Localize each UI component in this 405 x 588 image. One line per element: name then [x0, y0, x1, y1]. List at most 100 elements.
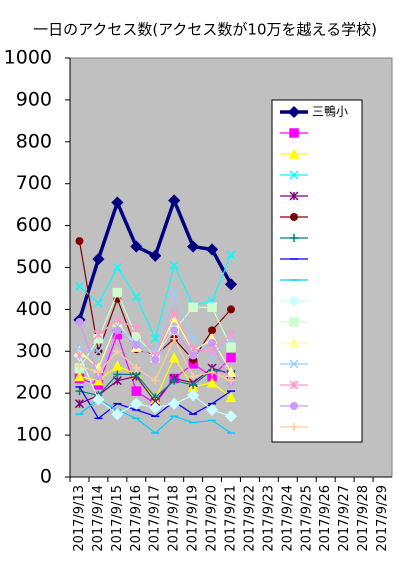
- marker: [224, 278, 238, 291]
- marker: [227, 376, 235, 385]
- marker: [112, 287, 123, 298]
- x-tick-label: 2017/9/29: [375, 485, 390, 552]
- marker: [187, 240, 200, 253]
- marker: [94, 368, 103, 377]
- marker: [113, 370, 122, 379]
- marker: [170, 326, 179, 335]
- marker: [111, 408, 124, 421]
- marker: [207, 302, 217, 313]
- marker: [289, 317, 299, 327]
- x-tick-label: 2017/9/16: [129, 485, 144, 552]
- y-tick-label: 0: [40, 466, 52, 488]
- marker: [227, 305, 235, 314]
- marker: [151, 393, 160, 402]
- marker: [187, 389, 200, 402]
- marker: [130, 240, 143, 253]
- y-tick-label: 300: [16, 340, 52, 362]
- x-tick-label: 2017/9/13: [72, 485, 87, 552]
- marker: [290, 234, 298, 242]
- x-tick-label: 2017/9/25: [299, 485, 314, 552]
- marker: [149, 249, 162, 262]
- x-tick-label: 2017/9/28: [356, 485, 371, 552]
- y-tick-label: 800: [16, 130, 52, 152]
- marker: [131, 331, 142, 342]
- marker: [207, 350, 217, 361]
- y-tick-label: 400: [16, 298, 52, 320]
- x-tick-label: 2017/9/21: [224, 485, 239, 552]
- legend-box: [271, 99, 363, 443]
- marker: [93, 298, 103, 308]
- marker: [288, 337, 300, 348]
- marker: [289, 128, 299, 138]
- marker: [93, 346, 103, 356]
- y-tick-label: 500: [16, 256, 52, 278]
- marker: [289, 191, 299, 201]
- marker: [287, 105, 301, 119]
- marker: [74, 350, 85, 361]
- legend-label: 三鴨小: [312, 105, 348, 119]
- marker: [92, 393, 105, 406]
- marker: [289, 380, 299, 390]
- marker: [226, 250, 236, 260]
- marker: [189, 372, 198, 381]
- x-tick-label: 2017/9/23: [261, 485, 276, 552]
- x-tick-label: 2017/9/26: [318, 485, 333, 552]
- marker: [74, 281, 85, 291]
- y-tick-label: 1000: [4, 47, 52, 69]
- marker: [290, 423, 298, 431]
- marker: [151, 355, 160, 364]
- marker: [289, 359, 299, 369]
- marker: [188, 334, 198, 344]
- marker: [131, 386, 142, 396]
- marker: [290, 213, 298, 221]
- y-tick-label: 100: [16, 424, 52, 446]
- marker: [132, 364, 141, 373]
- marker: [226, 334, 236, 344]
- marker: [224, 410, 238, 423]
- marker: [205, 243, 219, 256]
- x-tick-label: 2017/9/15: [110, 485, 125, 552]
- chart-title: 一日のアクセス数(アクセス数が10万を越える学校): [33, 21, 377, 39]
- marker: [111, 196, 124, 209]
- marker: [74, 370, 85, 382]
- marker: [75, 317, 84, 326]
- marker: [226, 342, 236, 352]
- marker: [287, 294, 301, 308]
- marker: [170, 376, 179, 385]
- x-tick-label: 2017/9/20: [205, 485, 220, 552]
- marker: [188, 302, 198, 313]
- x-tick-label: 2017/9/18: [167, 485, 182, 552]
- marker: [131, 323, 141, 333]
- x-tick-label: 2017/9/14: [91, 485, 106, 552]
- marker: [74, 399, 85, 409]
- marker: [112, 262, 122, 273]
- y-tick-label: 700: [16, 172, 52, 194]
- marker: [225, 366, 237, 377]
- marker: [189, 351, 198, 360]
- marker: [149, 401, 162, 414]
- marker: [208, 368, 217, 377]
- marker: [189, 380, 198, 389]
- marker: [113, 347, 122, 356]
- marker: [168, 351, 180, 363]
- marker: [75, 361, 84, 370]
- marker: [225, 391, 237, 403]
- marker: [208, 326, 217, 335]
- x-tick-label: 2017/9/27: [337, 485, 352, 552]
- x-tick-label: 2017/9/19: [186, 485, 201, 552]
- marker: [112, 360, 123, 371]
- marker: [169, 260, 179, 270]
- marker: [93, 374, 104, 386]
- marker: [168, 397, 181, 410]
- marker: [208, 338, 217, 347]
- marker: [169, 309, 179, 319]
- marker: [226, 330, 236, 340]
- marker: [92, 253, 105, 266]
- marker: [169, 288, 179, 298]
- marker: [226, 352, 236, 363]
- y-tick-label: 600: [16, 214, 52, 236]
- x-tick-label: 2017/9/22: [242, 485, 257, 552]
- marker: [112, 315, 122, 325]
- x-tick-label: 2017/9/17: [148, 485, 163, 552]
